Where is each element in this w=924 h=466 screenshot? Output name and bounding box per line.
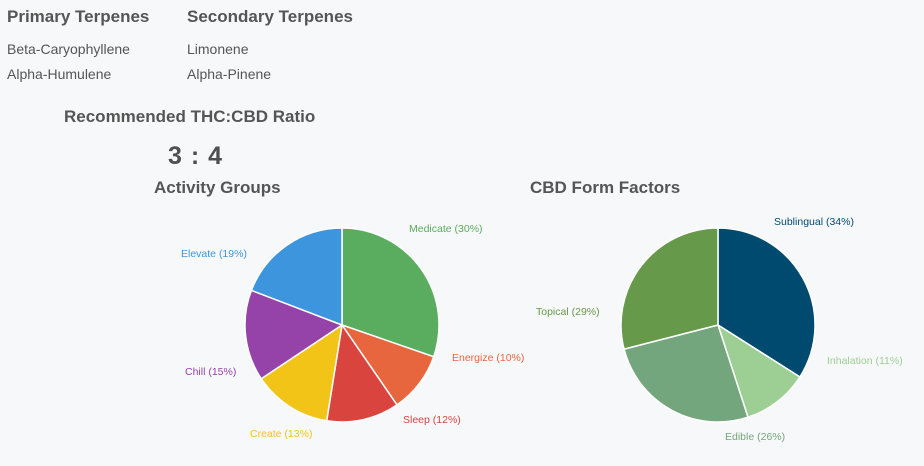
primary-terpenes-section: Primary Terpenes Beta-Caryophyllene Alph… xyxy=(7,6,149,87)
cbd-form-factors-pie: Sublingual (34%) Inhalation (11%) Edible (… xyxy=(536,216,903,443)
slice-label-topical: Topical (29%) xyxy=(536,306,600,318)
primary-terpene-item: Beta-Caryophyllene xyxy=(7,41,130,57)
activity-groups-title: Activity Groups xyxy=(154,178,281,197)
slice-label-medicate: Medicate (30%) xyxy=(409,223,483,235)
secondary-terpene-item: Limonene xyxy=(187,41,249,57)
primary-terpenes-heading: Primary Terpenes xyxy=(7,7,150,26)
ratio-title: Recommended THC:CBD Ratio xyxy=(64,107,316,126)
slice-label-sleep: Sleep (12%) xyxy=(403,414,461,426)
pie-slice-medicate[interactable] xyxy=(341,227,440,358)
pie-slice-inhalation[interactable] xyxy=(716,323,801,419)
pie-slice-create[interactable] xyxy=(260,323,344,422)
slice-label-create: Create (13%) xyxy=(250,428,312,440)
pie-slice-chill[interactable] xyxy=(244,289,344,380)
cbd-form-factors-title: CBD Form Factors xyxy=(530,178,681,197)
slice-label-inhalation: Inhalation (11%) xyxy=(827,355,903,367)
slice-label-chill: Chill (15%) xyxy=(185,366,236,378)
secondary-terpene-item: Alpha-Pinene xyxy=(187,66,272,82)
pie-slice-elevate[interactable] xyxy=(250,227,343,327)
secondary-terpenes-section: Secondary Terpenes Limonene Alpha-Pinene xyxy=(187,6,353,87)
secondary-terpenes-heading: Secondary Terpenes xyxy=(187,7,353,26)
pie-slice-topical[interactable] xyxy=(620,227,719,351)
pie-slice-sleep[interactable] xyxy=(325,323,399,423)
slice-label-energize: Energize (10%) xyxy=(452,352,524,364)
slice-label-edible: Edible (26%) xyxy=(725,431,785,443)
primary-terpene-item: Alpha-Humulene xyxy=(7,66,112,82)
ratio-value: 3 : 4 xyxy=(168,142,224,170)
activity-groups-pie: Medicate (30%) Energize (10%) Sleep (12%) C… xyxy=(181,223,524,440)
slice-label-elevate: Elevate (19%) xyxy=(181,248,247,260)
pie-slice-edible[interactable] xyxy=(623,324,749,423)
slice-label-sublingual: Sublingual (34%) xyxy=(774,216,854,228)
